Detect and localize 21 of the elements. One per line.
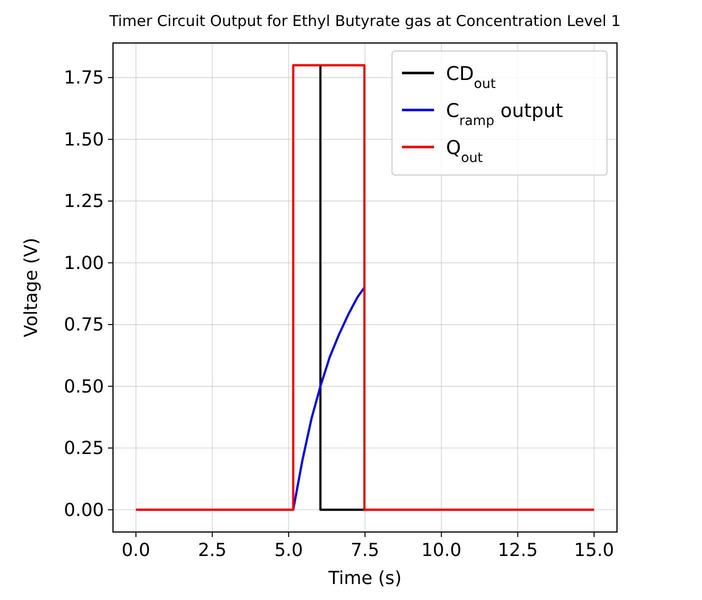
y-tick-label: 0.00 <box>64 500 104 521</box>
x-tick-label: 10.0 <box>421 540 462 561</box>
x-tick-label: 5.0 <box>274 540 303 561</box>
chart-title: Timer Circuit Output for Ethyl Butyrate gas at Concentration Level 1 <box>108 12 621 30</box>
legend-label: Q$_{out}$ <box>446 137 483 166</box>
x-tick-label: 7.5 <box>350 540 380 561</box>
y-tick-label: 1.75 <box>64 68 104 89</box>
legend-label: C$_{ramp}$ output <box>446 100 564 128</box>
x-tick-label: 12.5 <box>498 540 538 561</box>
y-tick-label: 0.75 <box>64 314 104 336</box>
x-tick-label: 15.0 <box>574 540 614 561</box>
x-tick-label: 2.5 <box>198 540 227 561</box>
y-tick-label: 1.25 <box>64 191 104 212</box>
y-axis-title: Voltage (V) <box>21 238 42 338</box>
x-tick-label: 0.0 <box>122 540 150 561</box>
y-tick-label: 1.00 <box>64 252 104 274</box>
legend-label: CD$_{out}$ <box>446 63 496 92</box>
x-axis-title: Time (s) <box>327 568 402 589</box>
y-tick-label: 0.25 <box>64 438 104 460</box>
y-tick-label: 0.50 <box>64 376 104 398</box>
y-tick-label: 1.50 <box>64 129 104 150</box>
